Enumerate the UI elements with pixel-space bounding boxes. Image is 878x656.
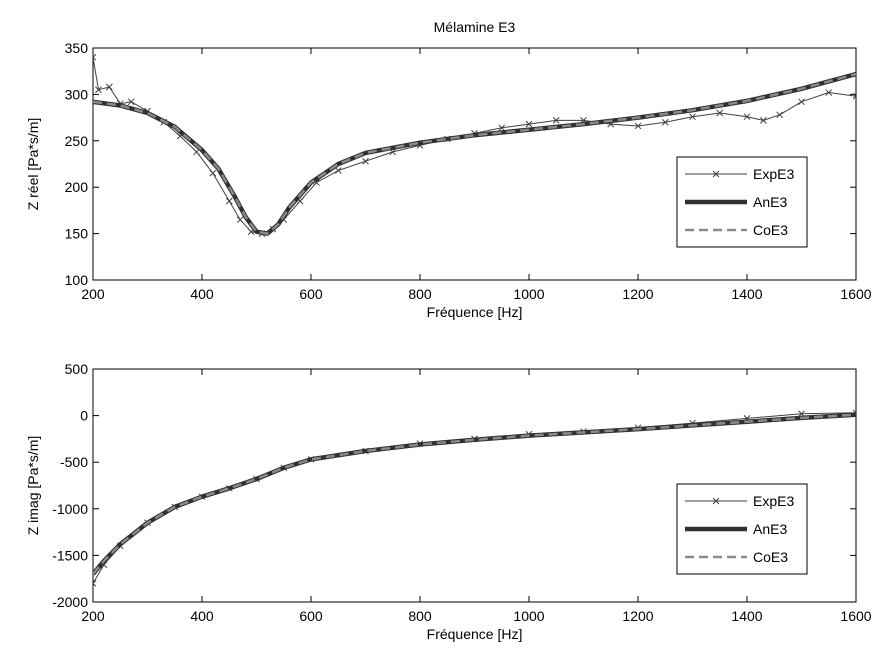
data-point-marker [362, 157, 369, 165]
series-group [93, 53, 856, 237]
x-tick-label: 1400 [731, 286, 762, 302]
y-tick-label: -500 [60, 454, 88, 470]
data-point-marker [225, 197, 233, 205]
x-tick-label: 800 [408, 608, 432, 624]
legend-label-AnE3: AnE3 [753, 194, 787, 210]
data-point-marker [95, 86, 102, 94]
x-tick-label: 1400 [731, 608, 762, 624]
y-tick-label: 300 [65, 86, 89, 102]
chart-title: Mélamine E3 [434, 19, 516, 35]
x-tick-label: 1200 [622, 286, 653, 302]
x-tick-label: 600 [299, 608, 323, 624]
legend-marker [712, 497, 720, 505]
legend: ExpE3 AnE3 CoE3 [676, 156, 808, 248]
x-tick-label: 1600 [840, 286, 871, 302]
x-tick-label: 400 [190, 608, 214, 624]
data-point-marker [93, 580, 97, 587]
x-tick-label: 1600 [840, 608, 871, 624]
chart-panel-2: 200 400 600 800 1000 1200 1400 1600 -2000 -1500 -1… [25, 361, 872, 642]
y-tick-label: 350 [65, 40, 89, 56]
series-group [93, 409, 856, 587]
data-point-marker [689, 113, 696, 121]
data-point-marker [236, 216, 244, 224]
x-tick-label: 1200 [622, 608, 653, 624]
y-tick-label: 150 [65, 226, 89, 242]
y-tick-label: 0 [80, 408, 88, 424]
data-point-marker [498, 124, 506, 132]
x-tick-label: 200 [81, 286, 105, 302]
legend-label-ExpE3: ExpE3 [753, 166, 794, 182]
data-point-marker [798, 98, 805, 106]
y-tick-label: -1000 [52, 501, 88, 517]
data-point-marker [825, 89, 833, 96]
legend-label-CoE3: CoE3 [753, 222, 788, 238]
data-point-marker [552, 117, 560, 124]
y-tick-label: 500 [65, 361, 89, 377]
data-point-marker [105, 83, 113, 91]
x-axis-label: Fréquence [Hz] [427, 304, 523, 320]
y-tick-label: 100 [65, 272, 89, 288]
data-point-marker [93, 53, 97, 61]
data-point-marker [661, 118, 669, 126]
legend-label-AnE3: AnE3 [753, 521, 787, 537]
y-tick-label: 250 [65, 133, 89, 149]
data-point-marker [334, 167, 342, 174]
x-axis-label: Fréquence [Hz] [427, 626, 523, 642]
y-axis-label: Z imag [Pa*s/m] [25, 436, 41, 536]
legend-label-CoE3: CoE3 [753, 549, 788, 565]
x-tick-label: 600 [299, 286, 323, 302]
x-tick-label: 800 [408, 286, 432, 302]
chart-panel-1: 200 400 600 800 1000 1200 1400 1600 100 150 200 250… [25, 19, 872, 320]
y-tick-label: -1500 [52, 547, 88, 563]
series-line-AnE3 [93, 412, 856, 576]
y-tick-label: 200 [65, 179, 89, 195]
x-tick-label: 1000 [513, 286, 544, 302]
legend-label-ExpE3: ExpE3 [753, 493, 794, 509]
x-tick-label: 1000 [513, 608, 544, 624]
series-line-CoE3 [93, 72, 856, 235]
legend: ExpE3 AnE3 CoE3 [676, 483, 808, 575]
data-point-marker [525, 120, 533, 128]
data-point-marker [743, 113, 751, 121]
data-point-marker [716, 109, 724, 117]
data-point-marker [209, 169, 217, 177]
data-point-marker [852, 92, 856, 100]
y-tick-label: -2000 [52, 594, 88, 610]
x-tick-label: 400 [190, 286, 214, 302]
x-tick-label: 200 [81, 608, 105, 624]
legend-marker [712, 170, 720, 178]
y-axis-label: Z réel [Pa*s/m] [25, 118, 41, 211]
data-point-marker [634, 122, 642, 130]
data-point-marker [127, 98, 135, 106]
data-point-marker [776, 111, 784, 119]
data-point-marker [759, 117, 767, 124]
